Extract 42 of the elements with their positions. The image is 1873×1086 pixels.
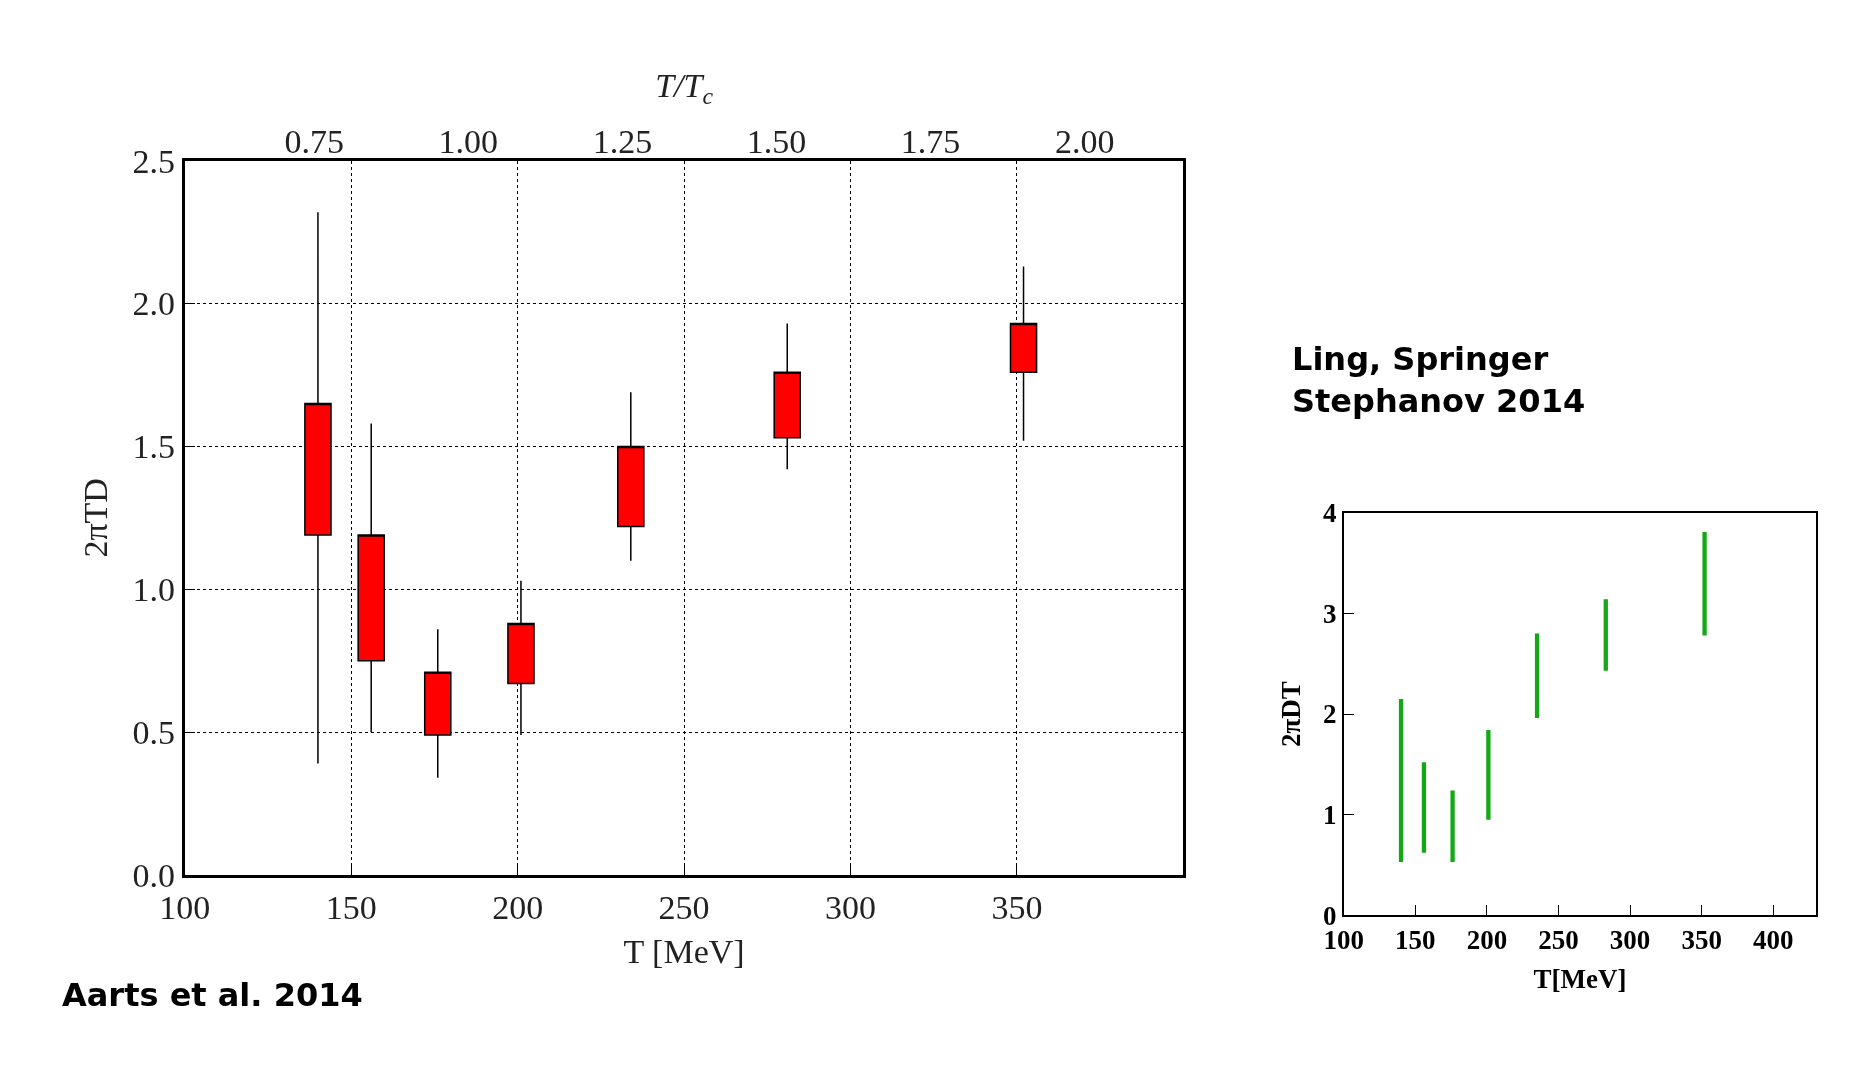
y-tick-label: 1.5: [132, 428, 176, 466]
text: Ling, Springer Stephanov 2014: [1292, 340, 1586, 420]
x-tick-label: 350: [991, 888, 1043, 926]
y-tick-label: 2.0: [132, 285, 176, 323]
bar: [1702, 531, 1707, 636]
x-tick-label: 250: [1538, 925, 1579, 956]
y-axis-title: 2πDT: [1275, 681, 1306, 747]
candlestick: [423, 628, 452, 779]
candlestick: [617, 391, 645, 562]
x2-axis-title: T/T$_{c}$: [655, 66, 714, 109]
bar: [1603, 599, 1608, 671]
x2-tick-label: 0.75: [284, 122, 344, 160]
x2-tick-label: 1.75: [900, 122, 961, 160]
x-tick-label: 250: [658, 888, 710, 926]
y-tick-label: 1: [1323, 800, 1337, 831]
x-tick-label: 150: [325, 888, 377, 926]
y-tick-label: 2.5: [132, 142, 176, 180]
x2-tick-label: 1.25: [592, 122, 653, 160]
bar: [1421, 762, 1427, 853]
x-tick-label: 200: [492, 888, 544, 926]
x2-tick-label: 1.00: [438, 122, 499, 160]
bar: [1398, 698, 1404, 862]
x-axis-title: T [MeV]: [623, 933, 745, 971]
bar: [1450, 790, 1455, 862]
y-tick-label: 3: [1323, 598, 1337, 629]
y-tick-label: 4: [1323, 498, 1337, 529]
x-tick-label: 300: [824, 888, 876, 926]
text: Aarts et al. 2014: [62, 976, 363, 1014]
x2-tick-label: 2.00: [1054, 122, 1115, 160]
y-tick-label: 0.5: [132, 714, 176, 752]
bar: [1534, 633, 1540, 719]
x-tick-label: 200: [1466, 925, 1508, 956]
bar: [1486, 730, 1491, 820]
x-tick-label: 300: [1609, 925, 1651, 956]
y-tick-label: 2: [1323, 699, 1337, 730]
x2-tick-label: 1.50: [746, 122, 807, 160]
x-axis-title: T[MeV]: [1533, 964, 1627, 995]
y-tick-label: 1.0: [132, 571, 176, 609]
x-tick-label: 150: [1395, 925, 1436, 956]
y-axis-title: 2πTD: [77, 478, 115, 558]
x-tick-label: 400: [1753, 925, 1794, 956]
x-tick-label: 350: [1681, 925, 1722, 956]
